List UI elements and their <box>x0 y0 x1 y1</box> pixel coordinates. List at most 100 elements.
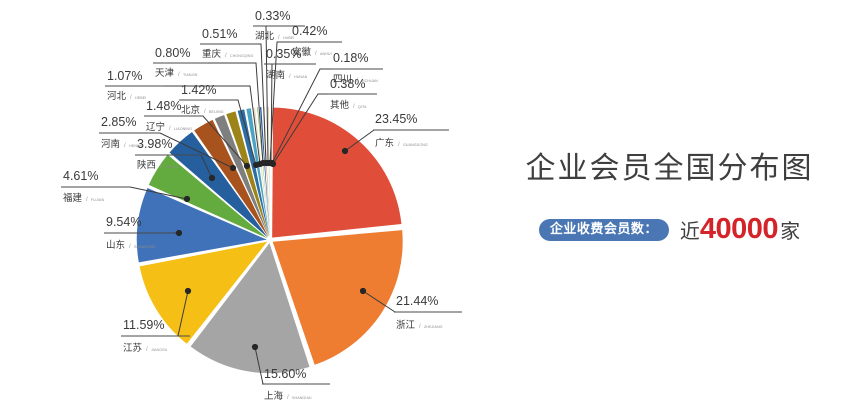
slice-province-zhejiang: 浙江 <box>396 319 416 331</box>
pie-slice-zhejiang[interactable] <box>272 230 403 365</box>
slice-slash-tianjin: / <box>178 72 180 78</box>
member-count-number: 40000 <box>699 213 779 245</box>
slice-pinyin-fujian: FUJIAN <box>91 198 104 202</box>
member-count-row: 企业收费会员数： 近 40000 家 <box>487 213 852 246</box>
slice-province-chongqing: 重庆 <box>202 48 222 60</box>
member-count-unit: 家 <box>780 219 801 243</box>
slice-percent-qita: 0.38% <box>330 77 365 91</box>
slice-slash-anhui: / <box>315 51 317 57</box>
slice-province-hunan: 湖南 <box>266 69 285 81</box>
pie-slice-beijing[interactable] <box>226 111 270 237</box>
leader-dot-fujian <box>183 195 191 203</box>
slice-slash-chongqing: / <box>225 53 227 59</box>
slice-percent-hunan: 0.35% <box>266 47 301 61</box>
slice-pinyin-hubei: HUBEI <box>283 36 294 40</box>
leader-line-guangdong <box>344 129 375 152</box>
slice-percent-fujian: 4.61% <box>63 169 98 183</box>
slice-percent-beijing: 1.42% <box>181 83 216 97</box>
page-title: 企业会员全国分布图 <box>525 151 814 186</box>
slice-slash-hebei: / <box>130 95 132 101</box>
leader-line-shanghai <box>254 346 264 385</box>
slice-province-hebei: 河北 <box>107 90 127 102</box>
slice-slash-shandong: / <box>129 244 131 250</box>
pie-slice-anhui[interactable] <box>259 107 270 237</box>
slice-pinyin-shandong: SHANDONG <box>134 245 156 249</box>
slice-province-tianjin: 天津 <box>155 68 175 79</box>
leader-lines-group <box>61 25 462 385</box>
slice-pinyin-beijing: BEIJING <box>209 110 224 114</box>
slice-slash-shanghai: / <box>287 395 289 401</box>
slice-percent-hubei: 0.33% <box>255 9 290 23</box>
slice-province-jiangsu: 江苏 <box>123 342 143 354</box>
pie-slice-hebei[interactable] <box>237 109 270 237</box>
slice-province-anhui: 安徽 <box>292 46 312 58</box>
slice-province-beijing: 北京 <box>181 104 200 116</box>
slice-percent-shaanxi: 3.98% <box>137 137 172 151</box>
slice-province-sichuan: 四川 <box>333 74 352 85</box>
slice-province-qita: 其他 <box>330 99 350 111</box>
slice-province-liaoning: 辽宁 <box>146 121 165 133</box>
pie-slice-shandong[interactable] <box>136 188 267 263</box>
status-badge: 企业收费会员数： <box>538 218 669 241</box>
leader-dot-jiangsu <box>184 287 192 295</box>
slice-percent-shandong: 9.54% <box>106 215 141 229</box>
pie-slice-jiangsu[interactable] <box>139 241 268 344</box>
pie-slice-henan[interactable] <box>194 119 269 238</box>
slice-slash-fujian: / <box>86 197 88 203</box>
pie-slice-guangdong[interactable] <box>272 107 402 238</box>
leader-line-zhejiang <box>362 290 396 313</box>
leader-line-anhui <box>269 41 290 164</box>
leader-dot-shandong <box>175 229 183 237</box>
leader-dot-shanghai <box>251 343 259 351</box>
slice-pinyin-guangdong: GUANGDONG <box>403 143 428 147</box>
slice-slash-liaoning: / <box>169 126 171 132</box>
slice-province-guangdong: 广东 <box>375 137 394 149</box>
leader-dot-henan <box>229 164 237 172</box>
slice-pinyin-sichuan: SICHUAN <box>361 79 378 83</box>
slice-percent-jiangsu: 11.59% <box>123 318 164 332</box>
pie-slice-fujian[interactable] <box>148 154 268 239</box>
pie-slice-hubei[interactable] <box>257 107 270 237</box>
slice-province-shaanxi: 陕西 <box>137 159 156 171</box>
slice-pinyin-henan: HENAN <box>129 144 142 148</box>
pie-slice-qita[interactable] <box>267 106 270 237</box>
slice-pinyin-liaoning: LIAONING <box>174 127 192 131</box>
leader-dot-guangdong <box>341 147 349 155</box>
leader-dot-liaoning <box>243 162 251 170</box>
slice-province-hubei: 湖北 <box>255 31 275 42</box>
pie-slice-tianjin[interactable] <box>246 108 270 237</box>
slice-slash-zhejiang: / <box>419 324 421 330</box>
pie-slice-shanghai[interactable] <box>190 243 310 374</box>
slice-slash-qita: / <box>353 104 355 110</box>
leader-line-sichuan <box>271 68 331 164</box>
slice-province-shanghai: 上海 <box>264 390 284 402</box>
slice-percent-zhejiang: 21.44% <box>396 294 438 308</box>
slice-pinyin-jiangsu: JIANGSU <box>151 348 168 352</box>
slice-pinyin-qita: QITA <box>358 105 367 109</box>
slice-percent-guangdong: 23.45% <box>375 112 417 126</box>
approx-word: 近 <box>679 219 700 243</box>
slice-province-shandong: 山东 <box>106 239 125 251</box>
slice-province-fujian: 福建 <box>63 192 83 204</box>
leader-dot-shaanxi <box>208 174 216 182</box>
slice-percent-anhui: 0.42% <box>292 24 327 38</box>
slice-slash-beijing: / <box>204 109 206 115</box>
slice-pinyin-hebei: HEBEI <box>135 96 146 100</box>
slice-pinyin-shaanxi: SHANXI <box>165 165 179 169</box>
pie-slice-shanxi[interactable] <box>169 132 268 238</box>
info-panel: 企业会员全国分布图 企业收费会员数： 近 40000 家 <box>487 143 852 273</box>
slice-pinyin-chongqing: CHONGQING <box>230 54 254 58</box>
slice-percent-tianjin: 0.80% <box>155 46 190 60</box>
slice-percent-liaoning: 1.48% <box>146 99 181 113</box>
slice-pinyin-anhui: ANHUI <box>320 52 332 56</box>
slice-percent-sichuan: 0.18% <box>333 51 368 65</box>
slice-percent-shanghai: 15.60% <box>264 367 306 381</box>
slice-pinyin-zhejiang: ZHEJIANG <box>424 325 443 329</box>
slice-percent-chongqing: 0.51% <box>202 27 237 41</box>
slice-slash-jiangsu: / <box>146 347 148 353</box>
leader-dot-qita <box>269 160 277 168</box>
slice-slash-henan: / <box>124 143 126 149</box>
